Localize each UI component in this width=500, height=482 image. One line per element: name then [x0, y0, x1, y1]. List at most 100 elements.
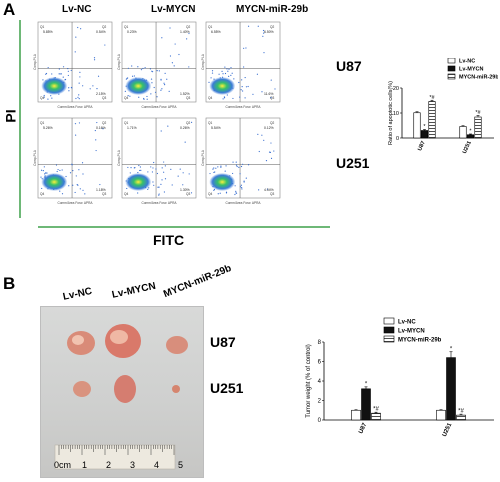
event-dot [164, 165, 166, 167]
event-dot [236, 165, 238, 168]
event-dot [131, 65, 133, 67]
event-dot [134, 166, 136, 169]
event-dot [163, 171, 165, 173]
event-dot [75, 175, 77, 177]
event-dot [222, 73, 224, 75]
event-dot [160, 89, 162, 91]
quadrant-label: Q2 [102, 121, 106, 125]
event-dot [50, 95, 52, 97]
flow-y-axis-label: Comp-PI-A [33, 53, 37, 70]
event-dot [231, 172, 234, 175]
quadrant-percentage: 0.12% [264, 126, 274, 130]
event-dot [242, 90, 244, 92]
event-dot [140, 169, 142, 171]
event-dot [190, 192, 193, 194]
event-dot [44, 173, 46, 175]
quadrant-percentage: 0.23% [127, 30, 137, 34]
event-dot [151, 171, 154, 173]
event-dot [217, 166, 219, 168]
quadrant-percentage: 0.54% [96, 30, 106, 34]
quadrant-label: Q3 [186, 96, 190, 100]
event-dot [270, 157, 273, 159]
event-dot [247, 85, 249, 88]
y-axis-label: Tumor weight (% of control) [306, 344, 312, 417]
ruler-label: 4 [154, 460, 160, 470]
event-dot [186, 38, 188, 40]
event-dot [228, 75, 230, 77]
flow-plot: Q1 Q2 Q3 Q4 5.54% 0.12% 4.04% Comm/Area Forw. A… [201, 117, 281, 205]
event-dot [77, 96, 79, 98]
event-dot [152, 181, 154, 183]
event-dot [232, 161, 234, 163]
panel-a-col-lv-nc: Lv-NC [62, 4, 92, 15]
event-dot [151, 82, 153, 84]
event-dot [242, 163, 244, 165]
flow-plot-frame [37, 21, 113, 103]
event-dot [79, 76, 81, 78]
panel-b-col-lv-mycn: Lv-MYCN [111, 280, 157, 301]
density-cluster [209, 173, 236, 191]
quadrant-label: Q1 [208, 25, 212, 29]
event-dot [243, 47, 245, 49]
event-dot [97, 75, 100, 77]
bar [420, 130, 429, 139]
event-dot [70, 69, 72, 72]
event-dot [262, 29, 265, 32]
panel-a-col-mycn-mir29b: MYCN-miR-29b [236, 4, 309, 15]
event-dot [240, 165, 243, 168]
event-dot [150, 78, 153, 80]
event-dot [45, 72, 48, 75]
event-dot [241, 188, 243, 190]
event-dot [57, 168, 59, 171]
event-dot [225, 192, 228, 194]
event-dot [146, 95, 148, 98]
quadrant-percentage: 4.04% [264, 188, 274, 192]
event-dot [224, 66, 226, 68]
legend-entry: Lv-MYCN [459, 67, 483, 73]
event-dot [167, 125, 169, 127]
event-dot [41, 187, 43, 190]
bar [361, 388, 371, 421]
tumor-photo [40, 306, 204, 478]
legend-swatch [447, 58, 456, 64]
quadrant-label: Q1 [124, 121, 128, 125]
event-dot [147, 188, 149, 190]
event-dot [74, 123, 77, 125]
event-dot [78, 122, 81, 124]
event-dot [270, 79, 272, 81]
event-dot [269, 151, 272, 153]
event-dot [129, 172, 131, 174]
event-dot [156, 69, 158, 72]
panel-a-x-title: FITC [153, 232, 185, 248]
event-dot [210, 77, 212, 79]
event-dot [62, 76, 64, 78]
quadrant-label: Q3 [102, 96, 106, 100]
event-dot [263, 52, 265, 54]
event-dot [138, 96, 140, 98]
event-dot [161, 88, 163, 90]
event-dot [238, 166, 240, 168]
event-dot [94, 129, 96, 132]
tumor-weight-bar-chart: 0 2 4 6 8 Tumor weight (% of control) * *# U87 * *… [306, 317, 494, 438]
bar [351, 409, 361, 421]
quadrant-percentage: 5.26% [43, 126, 53, 130]
event-dot [64, 78, 67, 81]
event-dot [55, 164, 58, 166]
event-dot [235, 192, 238, 194]
event-dot [170, 168, 172, 170]
tumor-u251-lv-mycn [114, 375, 136, 403]
quadrant-label: Q4 [124, 192, 128, 196]
density-cluster [125, 173, 152, 191]
event-dot [40, 176, 42, 178]
quadrant-label: Q3 [270, 96, 274, 100]
event-dot [228, 68, 230, 70]
event-dot [75, 36, 77, 38]
event-dot [79, 71, 81, 73]
event-dot [241, 86, 243, 88]
event-dot [150, 166, 152, 168]
event-dot [96, 88, 98, 90]
event-dot [265, 160, 268, 162]
event-dot [220, 165, 222, 167]
event-dot [133, 75, 135, 77]
quadrant-label: Q4 [40, 96, 44, 100]
